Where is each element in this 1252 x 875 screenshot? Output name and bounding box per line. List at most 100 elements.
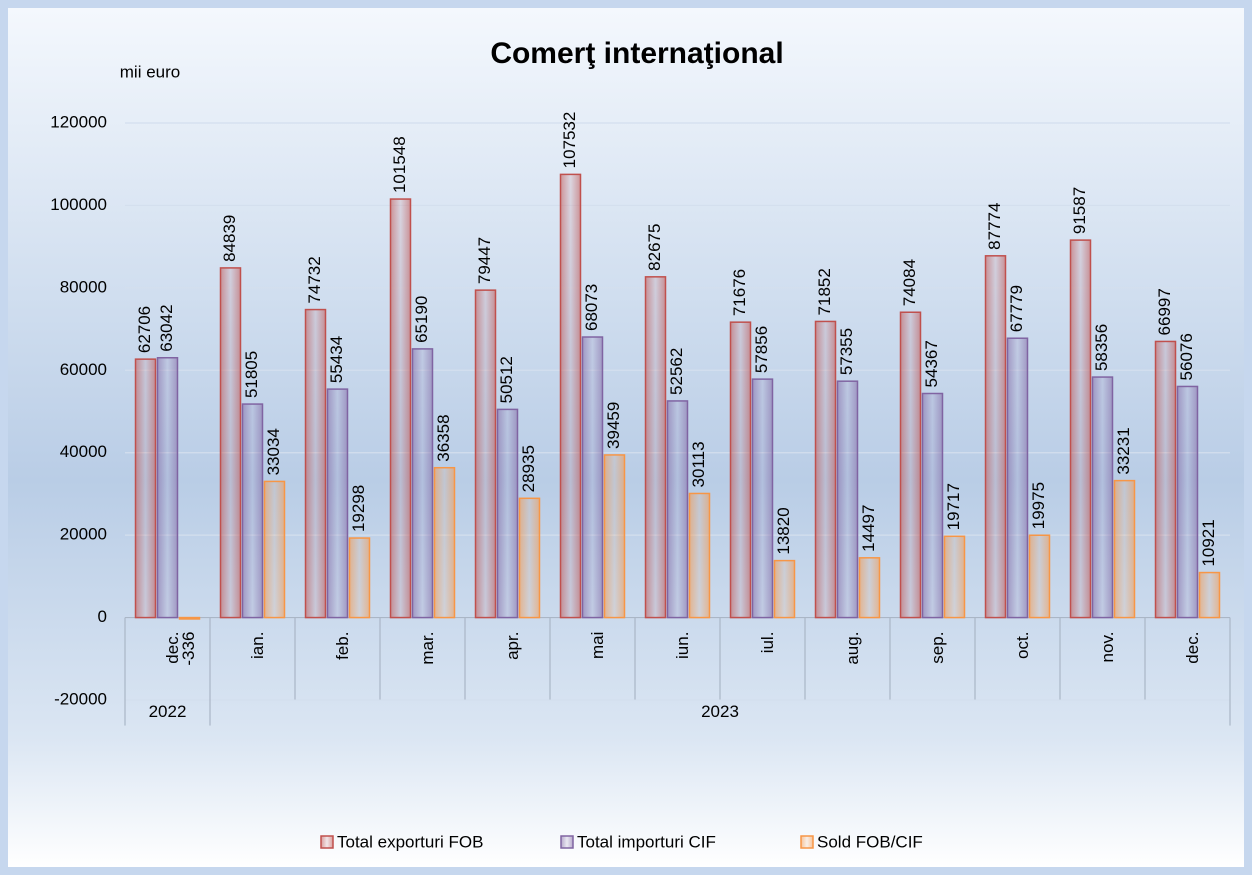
data-label: 52562 — [667, 348, 686, 395]
bar — [984, 255, 1007, 619]
data-label: 14497 — [859, 505, 878, 552]
data-label: 19298 — [349, 485, 368, 532]
bar — [773, 559, 796, 619]
y-tick-label: 100000 — [50, 195, 107, 214]
bar — [219, 267, 242, 619]
data-label: 107532 — [560, 112, 579, 169]
legend-label: Total importuri CIF — [577, 832, 716, 851]
data-label: 71676 — [730, 269, 749, 316]
bar — [1028, 534, 1051, 619]
bar — [326, 388, 349, 619]
data-label: -336 — [179, 632, 198, 666]
x-tick-label: nov. — [1098, 632, 1117, 663]
data-label: 50512 — [497, 356, 516, 403]
bar — [1154, 340, 1177, 619]
legend-label: Total exporturi FOB — [337, 832, 483, 851]
data-label: 13820 — [774, 507, 793, 554]
data-label: 19717 — [944, 483, 963, 530]
y-tick-label: 60000 — [60, 360, 107, 379]
data-label: 57355 — [837, 328, 856, 375]
data-label: 55434 — [327, 336, 346, 383]
y-tick-label: -20000 — [54, 689, 107, 708]
data-label: 54367 — [922, 340, 941, 387]
x-tick-label: mar. — [418, 632, 437, 665]
data-label: 28935 — [519, 445, 538, 492]
bar — [263, 480, 286, 619]
data-label: 19975 — [1029, 482, 1048, 529]
data-label: 66997 — [1155, 288, 1174, 335]
y-tick-label: 20000 — [60, 525, 107, 544]
bar — [178, 616, 201, 620]
bar — [1198, 571, 1221, 619]
y-axis-label: mii euro — [120, 62, 180, 81]
y-tick-label: 80000 — [60, 277, 107, 296]
x-tick-label: feb. — [333, 632, 352, 660]
x-tick-label: ian. — [248, 632, 267, 659]
x-tick-label: sep. — [928, 632, 947, 664]
bar — [581, 336, 604, 619]
bar — [241, 403, 264, 619]
bar — [411, 348, 434, 619]
x-tick-label: apr. — [503, 632, 522, 660]
y-tick-label: 40000 — [60, 442, 107, 461]
bar — [1006, 337, 1029, 619]
bar — [899, 311, 922, 619]
data-label: 39459 — [604, 402, 623, 449]
y-tick-label: 120000 — [50, 112, 107, 131]
y-tick-label: 0 — [98, 607, 107, 626]
legend-label: Sold FOB/CIF — [817, 832, 923, 851]
bar — [433, 466, 456, 619]
x-tick-label: oct. — [1013, 632, 1032, 659]
bar — [1176, 385, 1199, 619]
bar — [729, 321, 752, 619]
data-label: 33231 — [1114, 427, 1133, 474]
data-label: 91587 — [1070, 187, 1089, 234]
bar — [156, 356, 179, 619]
data-label: 36358 — [434, 414, 453, 461]
data-label: 10921 — [1199, 519, 1218, 566]
bar — [943, 535, 966, 619]
x-group-label: 2022 — [149, 702, 187, 721]
data-label: 74732 — [305, 256, 324, 303]
chart-title: Comerţ internaţional — [490, 37, 783, 70]
bar — [474, 289, 497, 619]
bar — [688, 492, 711, 619]
legend-swatch — [320, 835, 334, 849]
bar — [559, 173, 582, 619]
bar — [348, 537, 371, 619]
data-label: 58356 — [1092, 324, 1111, 371]
bar — [518, 497, 541, 619]
bar — [603, 454, 626, 619]
bar — [1091, 376, 1114, 619]
x-tick-label: aug. — [843, 632, 862, 665]
data-label: 101548 — [390, 136, 409, 193]
x-tick-label: mai — [588, 632, 607, 659]
x-tick-label: iul. — [758, 632, 777, 654]
data-label: 51805 — [242, 351, 261, 398]
x-tick-label: iun. — [673, 632, 692, 659]
bar — [858, 557, 881, 619]
chart-background — [8, 8, 1244, 867]
data-label: 57856 — [752, 326, 771, 373]
legend-swatch — [800, 835, 814, 849]
bar — [751, 378, 774, 619]
data-label: 62706 — [135, 306, 154, 353]
x-tick-label: dec. — [163, 632, 182, 664]
data-label: 71852 — [815, 268, 834, 315]
legend-swatch — [560, 835, 574, 849]
data-label: 84839 — [220, 215, 239, 262]
bar — [836, 380, 859, 619]
x-group-label: 2023 — [701, 702, 739, 721]
bar — [304, 308, 327, 619]
data-label: 63042 — [157, 304, 176, 351]
bar — [814, 320, 837, 619]
data-label: 74084 — [900, 259, 919, 306]
data-label: 82675 — [645, 224, 664, 271]
data-label: 65190 — [412, 296, 431, 343]
data-label: 87774 — [985, 203, 1004, 250]
data-label: 33034 — [264, 428, 283, 475]
bar — [644, 276, 667, 619]
bar — [134, 358, 157, 619]
data-label: 30113 — [689, 441, 708, 487]
